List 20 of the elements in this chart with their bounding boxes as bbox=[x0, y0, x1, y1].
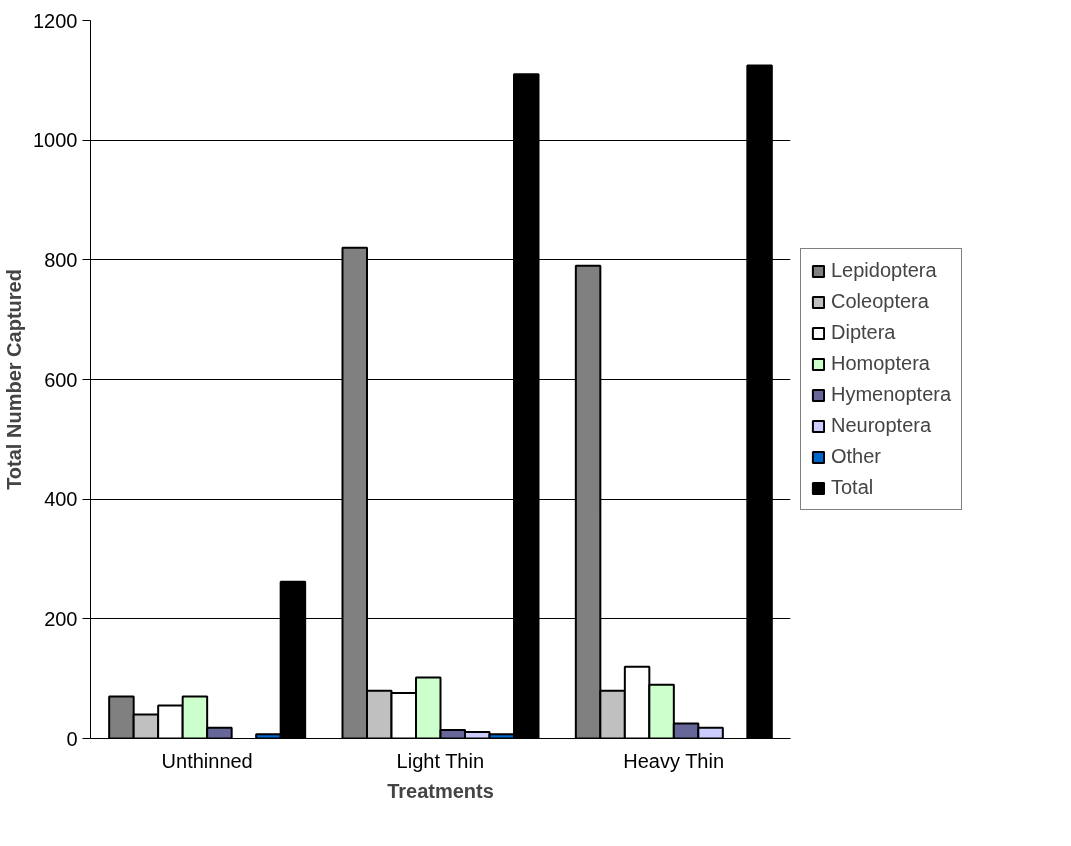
legend-label: Homoptera bbox=[831, 352, 930, 375]
x-axis-title: Treatments bbox=[387, 779, 494, 802]
y-tick-label: 400 bbox=[44, 488, 78, 511]
y-tick-label: 600 bbox=[44, 368, 78, 391]
y-tick-label: 0 bbox=[66, 727, 78, 750]
x-tick-label: Heavy Thin bbox=[623, 749, 725, 772]
legend-label: Other bbox=[831, 445, 882, 468]
y-axis-title: Total Number Captured bbox=[3, 269, 26, 490]
x-tick-label: Unthinned bbox=[161, 749, 253, 772]
y-tick-label: 1000 bbox=[33, 129, 78, 152]
y-tick-label: 200 bbox=[44, 607, 78, 630]
legend-label: Total bbox=[831, 476, 874, 499]
legend-label: Neuroptera bbox=[831, 414, 932, 437]
legend-label: Diptera bbox=[831, 321, 896, 344]
legend-label: Coleoptera bbox=[831, 290, 929, 313]
y-tick-label: 1200 bbox=[33, 9, 78, 32]
y-tick-label: 800 bbox=[44, 248, 78, 271]
legend-label: Hymenoptera bbox=[831, 383, 952, 406]
legend-label: Lepidoptera bbox=[831, 259, 937, 282]
x-tick-label: Light Thin bbox=[396, 749, 485, 772]
